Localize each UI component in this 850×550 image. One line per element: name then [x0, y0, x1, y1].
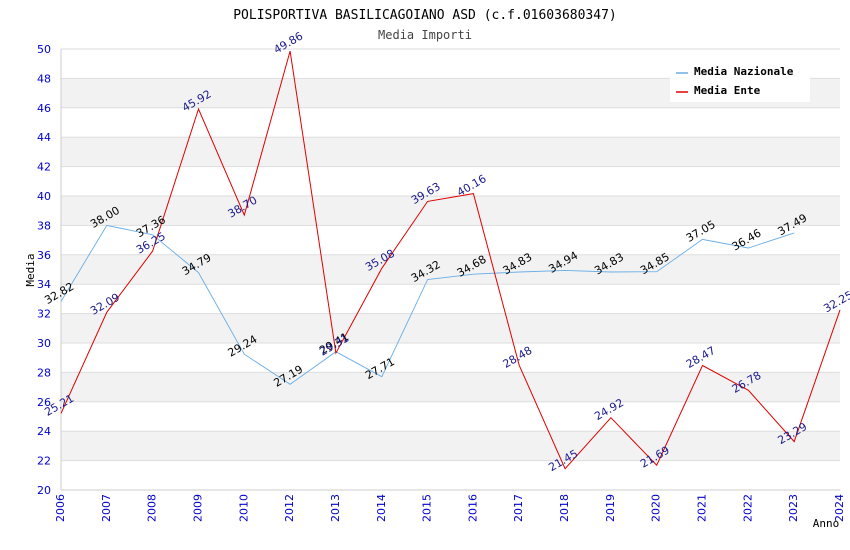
- y-tick-label: 34: [37, 278, 51, 291]
- x-axis-label: Anno: [813, 517, 840, 530]
- x-tick-label: 2021: [696, 494, 709, 522]
- x-tick-label: 2008: [146, 494, 159, 522]
- grid-band: [61, 313, 840, 343]
- legend: Media Nazionale Media Ente: [670, 62, 810, 102]
- x-tick-label: 2009: [191, 494, 204, 522]
- x-tick-label: 2017: [512, 494, 525, 522]
- grid-band: [61, 372, 840, 402]
- chart-subtitle: Media Importi: [378, 28, 472, 42]
- x-tick-label: 2012: [283, 494, 296, 522]
- y-tick-label: 28: [37, 366, 51, 379]
- x-axis: 2006 2007 2008 2009 2010 2012 2013 2014 2015 2016…: [54, 494, 846, 522]
- y-axis-label: Media: [24, 253, 37, 286]
- x-tick-label: 2020: [650, 494, 663, 522]
- grid-band: [61, 137, 840, 167]
- chart-title: POLISPORTIVA BASILICAGOIANO ASD (c.f.016…: [233, 8, 617, 23]
- y-tick-label: 46: [37, 102, 51, 115]
- x-tick-label: 2010: [237, 494, 250, 522]
- legend-label-media-nazionale: Media Nazionale: [694, 65, 794, 78]
- y-tick-label: 20: [37, 484, 51, 497]
- y-tick-label: 30: [37, 337, 51, 350]
- y-tick-label: 26: [37, 396, 51, 409]
- legend-label-media-ente: Media Ente: [694, 84, 761, 97]
- x-tick-label: 2014: [375, 494, 388, 522]
- plot-background: [60, 48, 840, 491]
- y-tick-label: 48: [37, 72, 51, 85]
- grid-band: [61, 196, 840, 226]
- series-line-media-nazionale: [60, 224, 795, 385]
- y-tick-label: 32: [37, 308, 51, 321]
- grid-band: [61, 431, 840, 461]
- x-tick-label: 2013: [329, 494, 342, 522]
- series-line-media-ente: [60, 50, 841, 470]
- y-tick-label: 24: [37, 425, 51, 438]
- y-tick-label: 22: [37, 455, 51, 468]
- y-tick-label: 50: [37, 43, 51, 56]
- x-tick-label: 2006: [54, 494, 67, 522]
- y-tick-label: 40: [37, 190, 51, 203]
- series-group: [60, 50, 841, 470]
- x-tick-label: 2016: [466, 494, 479, 522]
- y-axis: 20 22 24 26 28 30 32 34 36 38 40 42 44 46 48 50: [37, 43, 51, 497]
- x-tick-label: 2023: [787, 494, 800, 522]
- y-tick-label: 44: [37, 131, 51, 144]
- x-tick-label: 2007: [100, 494, 113, 522]
- grid-band: [61, 254, 840, 285]
- x-tick-label: 2015: [421, 494, 434, 522]
- x-tick-label: 2018: [558, 494, 571, 522]
- y-tick-label: 42: [37, 161, 51, 174]
- x-tick-label: 2022: [741, 494, 754, 522]
- x-tick-label: 2019: [604, 494, 617, 522]
- x-tick-label: 2024: [833, 494, 846, 522]
- y-tick-label: 36: [37, 249, 51, 262]
- legend-box: [670, 62, 810, 102]
- y-tick-label: 38: [37, 219, 51, 232]
